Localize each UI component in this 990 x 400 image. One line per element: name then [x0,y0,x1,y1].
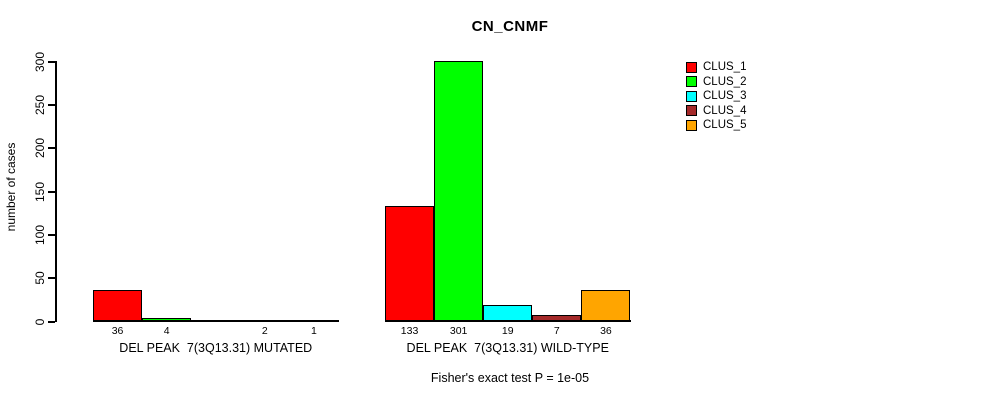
y-axis-tick [48,277,55,280]
bar-clus_3 [483,305,533,322]
bar-clus_4 [240,319,290,322]
bar-value-label: 2 [261,325,268,337]
y-axis-tick [48,190,55,193]
y-axis-tick-label: 0 [33,318,47,325]
legend-label: CLUS_4 [703,104,747,117]
bar-clus_1 [93,290,143,322]
legend-swatch [686,119,697,131]
y-axis-tick-label: 100 [33,224,47,245]
fisher-test-annotation: Fisher's exact test P = 1e-05 [430,371,590,385]
bar-clus_4 [532,315,582,322]
legend-item: CLUS_4 [686,104,746,119]
bar-value-label: 7 [553,325,560,337]
y-axis-line [55,61,57,322]
bar-clus_5 [581,290,631,322]
bar-value-label: 4 [163,325,170,337]
bar-clus_2 [142,318,192,322]
y-axis-tick [48,60,55,63]
bar-clus_2 [434,60,484,322]
bar-value-label: 133 [400,325,419,337]
y-axis-tick-label: 200 [33,138,47,159]
group-axis-label: DEL PEAK 7(3Q13.31) WILD-TYPE [406,341,609,355]
legend-label: CLUS_1 [703,61,747,74]
legend-swatch [686,76,697,88]
y-axis-tick [48,147,55,150]
legend-label: CLUS_3 [703,90,747,103]
bar-value-label: 36 [600,325,612,337]
legend-item: CLUS_2 [686,75,746,90]
bar-clus_1 [385,206,435,322]
legend-item: CLUS_1 [686,60,746,75]
legend-label: CLUS_5 [703,119,747,132]
legend-item: CLUS_5 [686,118,746,133]
bar-value-label: 301 [449,325,468,337]
chart-title: CN_CNMF [471,18,549,35]
legend-swatch [686,105,697,117]
bar-value-label: 19 [501,325,514,337]
y-axis-tick-label: 150 [33,181,47,202]
y-axis-tick [48,103,55,106]
legend-item: CLUS_3 [686,89,746,104]
y-axis-tick-label: 250 [33,94,47,115]
group-baseline [93,320,339,322]
legend-swatch [686,61,697,73]
bar-value-label: 36 [111,325,124,337]
legend: CLUS_1 CLUS_2 CLUS_3 CLUS_4 CLUS_5 [686,60,746,133]
y-axis-title: number of cases [4,142,18,232]
bar-clus_5 [289,319,339,322]
group-axis-label: DEL PEAK 7(3Q13.31) MUTATED [119,341,313,355]
y-axis-tick [48,233,55,236]
y-axis-tick-label: 50 [33,271,47,285]
bar-value-label: 1 [311,325,317,337]
legend-label: CLUS_2 [703,75,747,88]
y-axis-tick-label: 300 [33,51,47,72]
legend-swatch [686,90,697,102]
y-axis-tick [48,320,55,323]
